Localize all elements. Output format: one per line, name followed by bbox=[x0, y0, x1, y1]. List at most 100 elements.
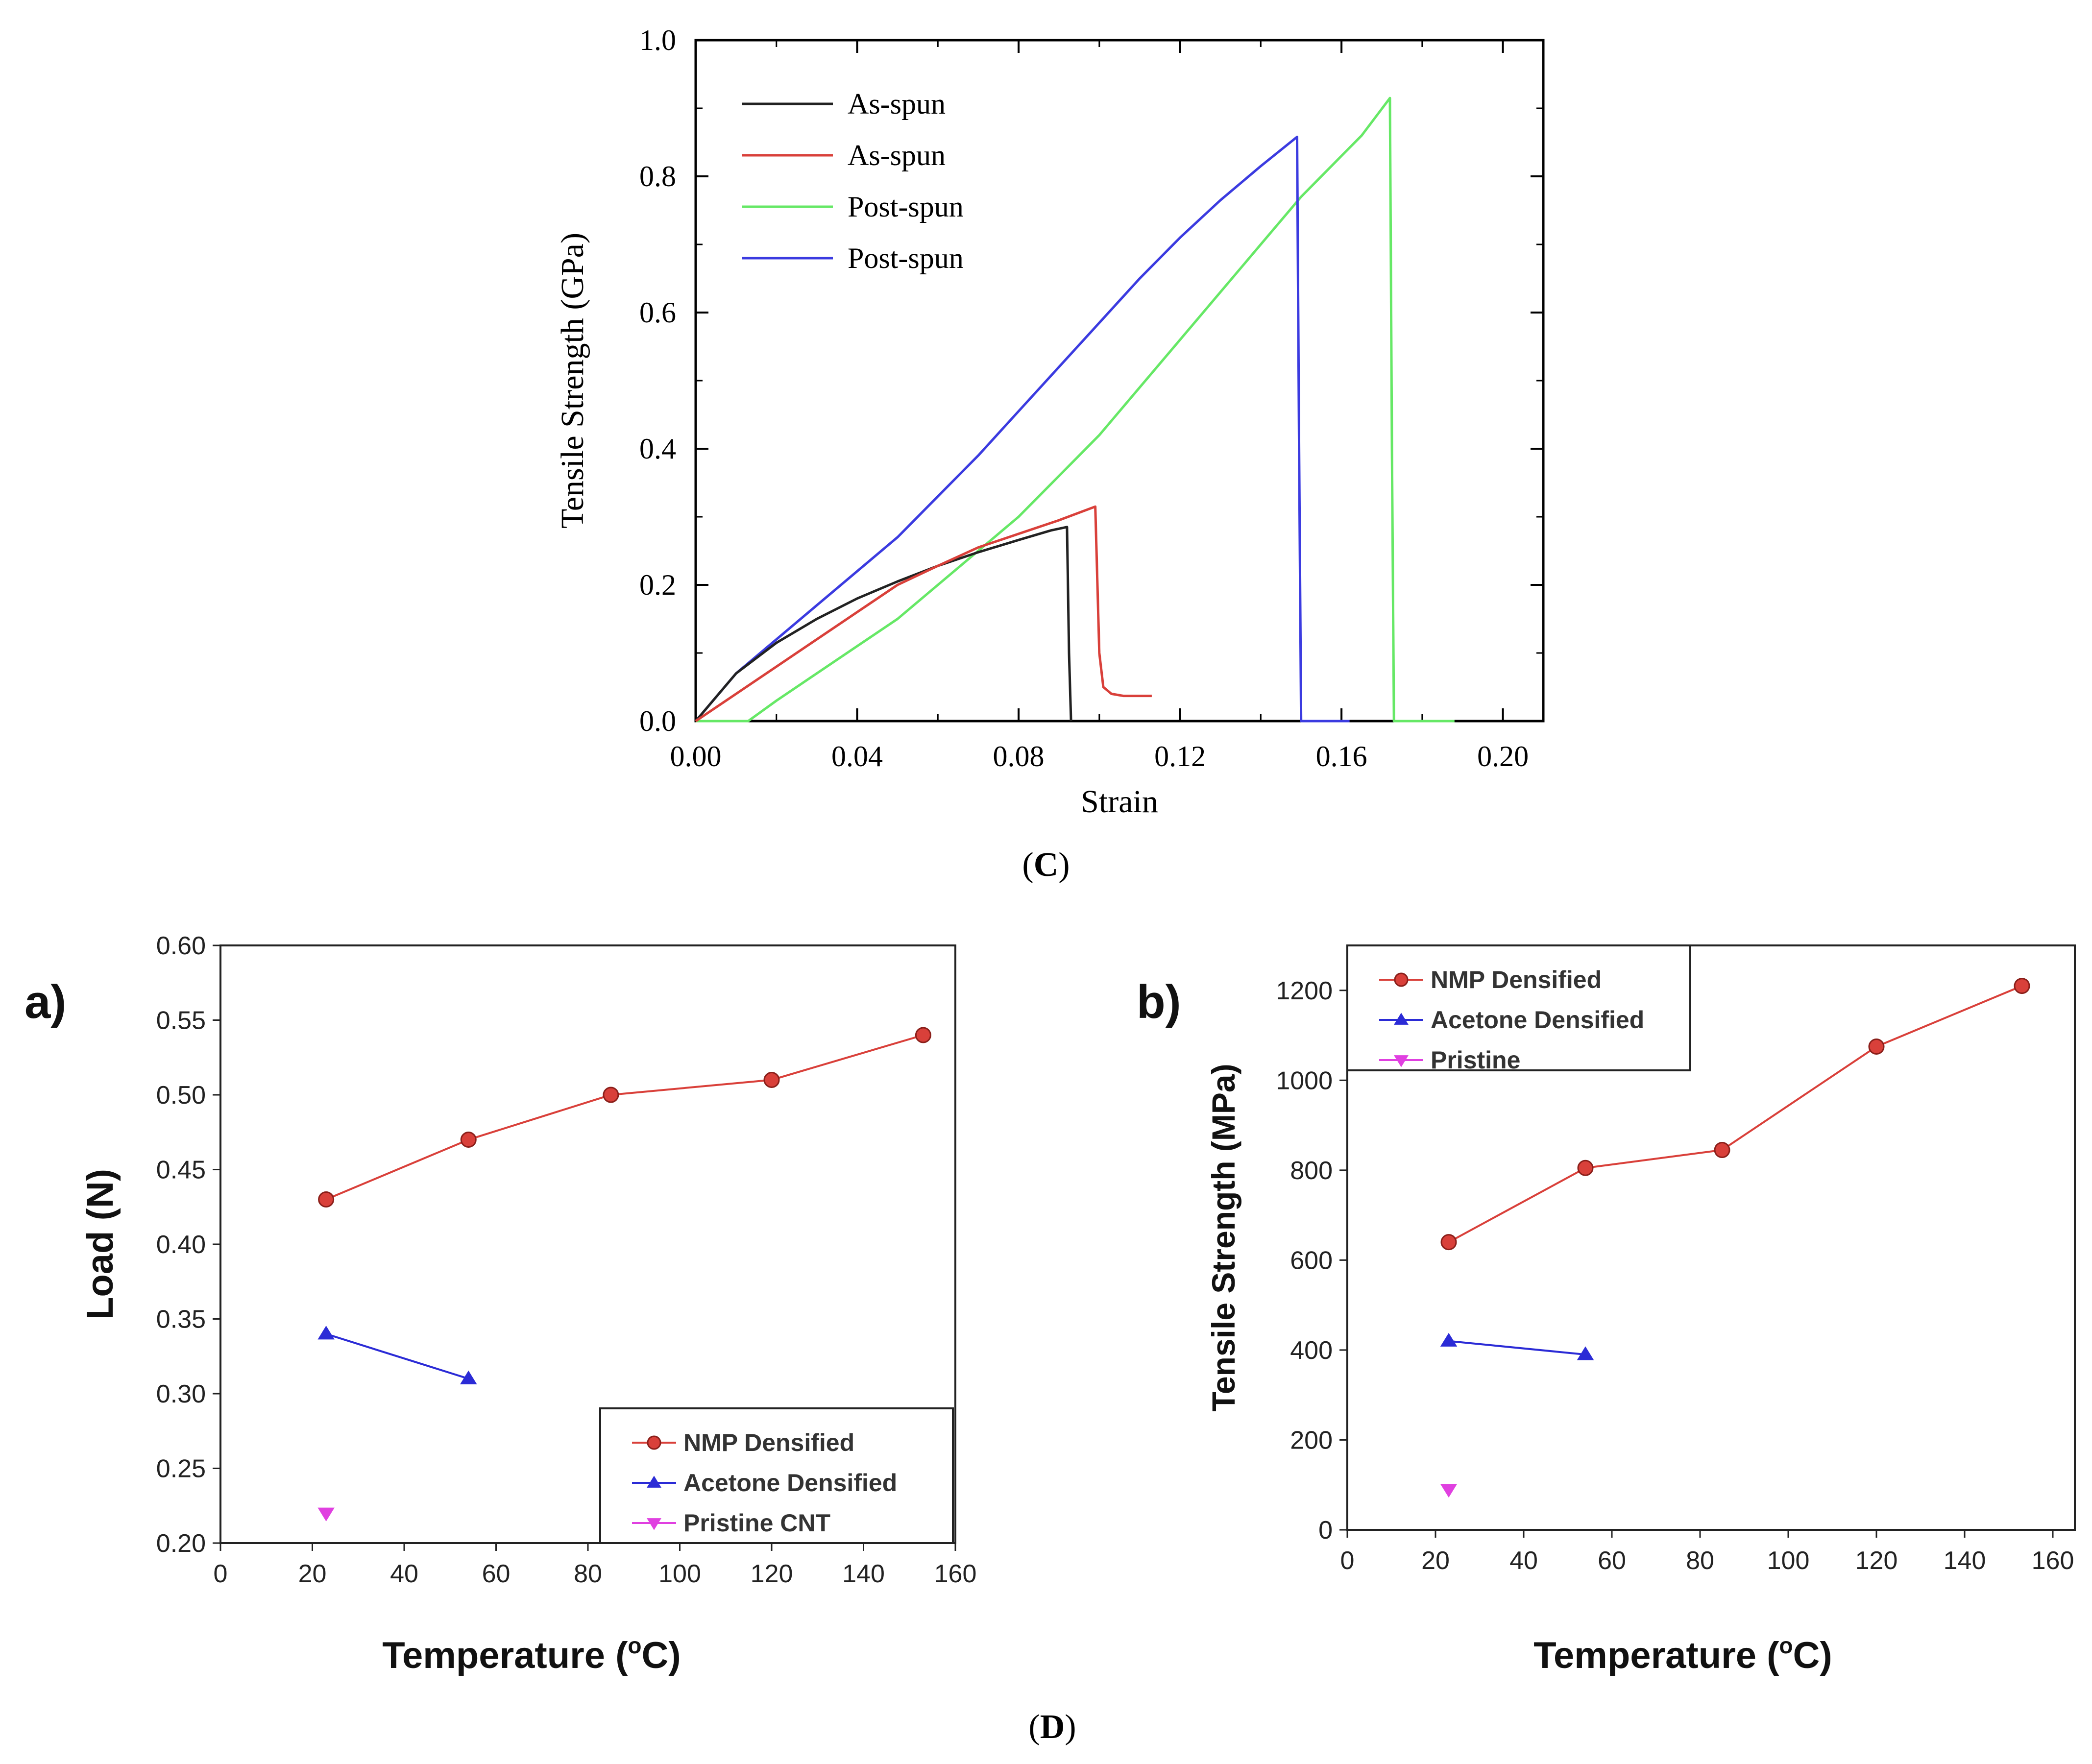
x-axis-label-main: Temperature ( bbox=[382, 1635, 628, 1676]
x-tick-label: 120 bbox=[1855, 1547, 1898, 1575]
x-axis-label: Strain bbox=[1081, 784, 1158, 820]
x-tick-label: 60 bbox=[1598, 1547, 1626, 1575]
legend-marker bbox=[647, 1435, 661, 1450]
y-tick-label: 0.30 bbox=[156, 1380, 206, 1408]
y-tick-label: 0.0 bbox=[639, 705, 676, 737]
chart-c: 0.00 0.04 0.08 0.12 0.16 0.20 0.0 0.2 0.4 0.6 0.8 1… bbox=[555, 24, 1545, 884]
data-point bbox=[763, 1072, 780, 1088]
data-point bbox=[317, 1507, 335, 1522]
data-point bbox=[603, 1087, 619, 1103]
caption-letter: C bbox=[1034, 846, 1059, 884]
caption-paren-open: ( bbox=[1022, 846, 1033, 884]
chart-D-a: 0 20 40 60 80 100 120 140 160 0.20 0.25 0.30 0.35 0.4… bbox=[24, 932, 976, 1676]
x-axis-label-main: Temperature ( bbox=[1533, 1635, 1779, 1676]
y-tick-label: 600 bbox=[1290, 1246, 1333, 1275]
series-line-2 bbox=[696, 97, 1455, 723]
series-line-0 bbox=[325, 1034, 924, 1201]
legend-label: Acetone Densified bbox=[1431, 1006, 1644, 1034]
x-axis-label-sup: o bbox=[1779, 1633, 1793, 1658]
panel-letter: b) bbox=[1137, 976, 1181, 1028]
x-tick-label: 0 bbox=[1340, 1547, 1355, 1575]
y-tick-label: 1200 bbox=[1276, 977, 1333, 1005]
data-point bbox=[318, 1191, 335, 1208]
data-point bbox=[1868, 1038, 1885, 1055]
caption-letter: D bbox=[1040, 1708, 1065, 1746]
data-point bbox=[1440, 1234, 1457, 1251]
data-point bbox=[1714, 1142, 1730, 1159]
y-tick-label: 0.20 bbox=[156, 1529, 206, 1558]
x-tick-label: 20 bbox=[1421, 1547, 1450, 1575]
legend-marker bbox=[1394, 1013, 1409, 1025]
y-tick-label: 0.4 bbox=[639, 433, 676, 465]
panel-letter: a) bbox=[24, 976, 66, 1028]
x-axis-label-end: C) bbox=[1793, 1635, 1832, 1676]
caption-paren-close: ) bbox=[1065, 1708, 1076, 1746]
x-axis-label: Temperature (oC) bbox=[382, 1633, 681, 1676]
series-line-1 bbox=[695, 505, 1152, 723]
y-tick-label: 0.2 bbox=[639, 569, 676, 601]
x-tick-label: 80 bbox=[1686, 1547, 1714, 1575]
y-tick-label: 400 bbox=[1290, 1336, 1333, 1365]
x-axis-label-end: C) bbox=[642, 1635, 681, 1676]
data-point bbox=[1440, 1332, 1458, 1347]
x-tick-label: 40 bbox=[390, 1560, 418, 1588]
panel-caption-c: (C) bbox=[1022, 846, 1070, 884]
x-tick-label: 0.04 bbox=[831, 740, 883, 773]
legend-marker bbox=[1394, 1055, 1409, 1067]
series-line-1 bbox=[325, 1333, 469, 1380]
data-point bbox=[460, 1370, 477, 1384]
plot-frame-c bbox=[694, 39, 1545, 723]
y-tick-label: 200 bbox=[1290, 1426, 1333, 1454]
y-tick-label: 800 bbox=[1290, 1157, 1333, 1185]
legend-label: NMP Densified bbox=[683, 1429, 854, 1456]
x-tick-label: 0.00 bbox=[670, 740, 722, 773]
series-line-0 bbox=[695, 526, 1072, 722]
x-axis-label: Temperature (oC) bbox=[1533, 1633, 1832, 1676]
x-tick-label: 0.20 bbox=[1477, 740, 1529, 773]
x-tick-label: 20 bbox=[298, 1560, 327, 1588]
legend-marker bbox=[647, 1475, 661, 1488]
x-tick-label: 160 bbox=[934, 1560, 977, 1588]
x-tick-label: 80 bbox=[574, 1560, 602, 1588]
legend-marker bbox=[647, 1518, 661, 1530]
legend-label: Post-spun bbox=[848, 242, 964, 274]
data-point bbox=[460, 1132, 477, 1148]
x-tick-label: 100 bbox=[658, 1560, 701, 1588]
y-tick-label: 0.45 bbox=[156, 1156, 206, 1184]
y-tick-label: 0.55 bbox=[156, 1007, 206, 1035]
x-tick-label: 0.08 bbox=[993, 740, 1045, 773]
y-tick-label: 0 bbox=[1318, 1516, 1333, 1545]
x-axis-label-sup: o bbox=[628, 1633, 641, 1658]
plot-frame bbox=[1346, 944, 2076, 1531]
x-tick-label: 140 bbox=[842, 1560, 885, 1588]
series-line-3 bbox=[695, 135, 1350, 723]
y-tick-label: 0.40 bbox=[156, 1231, 206, 1259]
legend-label: Acetone Densified bbox=[683, 1469, 897, 1497]
legend-box bbox=[1346, 944, 1691, 1071]
legend-label: As-spun bbox=[848, 88, 946, 120]
y-tick-label: 1.0 bbox=[639, 24, 676, 56]
y-tick-label: 0.35 bbox=[156, 1305, 206, 1334]
legend-label: Pristine CNT bbox=[683, 1509, 830, 1537]
y-axis-label: Tensile Strength (GPa) bbox=[555, 233, 590, 529]
legend-label: Pristine bbox=[1431, 1046, 1520, 1074]
series-line-1 bbox=[1448, 1340, 1586, 1356]
legend-marker bbox=[1394, 972, 1409, 987]
chart-D-b: 0 20 40 60 80 100 120 140 160 0 200 400 600 800 1000 12… bbox=[1137, 944, 2076, 1676]
data-point bbox=[1577, 1160, 1594, 1176]
data-point bbox=[1440, 1484, 1458, 1498]
y-tick-label: 0.50 bbox=[156, 1081, 206, 1110]
y-tick-label: 0.25 bbox=[156, 1455, 206, 1483]
panel-caption-d: (D) bbox=[1028, 1708, 1076, 1746]
caption-paren-close: ) bbox=[1058, 846, 1070, 884]
x-tick-label: 40 bbox=[1509, 1547, 1538, 1575]
data-point bbox=[2014, 978, 2030, 994]
x-tick-label: 140 bbox=[1944, 1547, 1986, 1575]
data-point bbox=[915, 1027, 931, 1043]
legend-label: As-spun bbox=[848, 139, 946, 171]
legend-label: NMP Densified bbox=[1431, 966, 1602, 993]
y-tick-label: 1000 bbox=[1276, 1066, 1333, 1095]
data-point bbox=[317, 1326, 335, 1340]
x-tick-label: 0.12 bbox=[1154, 740, 1206, 773]
